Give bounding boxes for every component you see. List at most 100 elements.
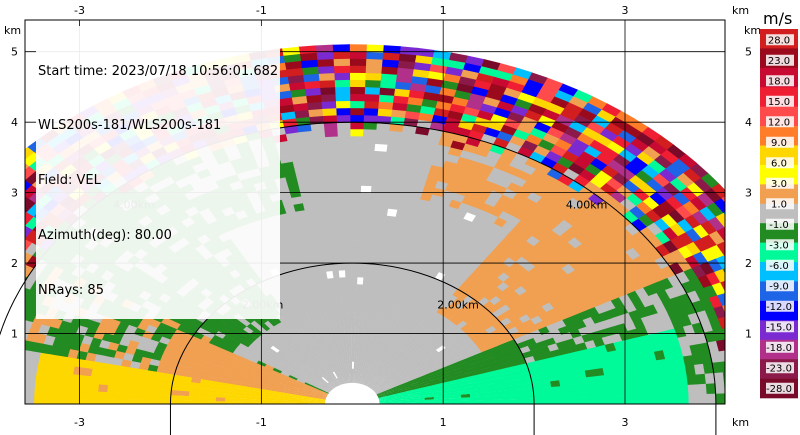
data-bin xyxy=(460,390,471,395)
data-bin xyxy=(85,352,97,362)
data-bin xyxy=(125,380,137,388)
data-bin xyxy=(355,375,358,384)
data-bin xyxy=(356,283,363,292)
data-bin xyxy=(448,346,459,354)
data-bin xyxy=(557,83,578,97)
data-bin xyxy=(535,162,553,175)
data-bin xyxy=(315,371,323,378)
data-bin xyxy=(0,367,10,378)
data-bin xyxy=(386,391,396,395)
data-bin xyxy=(671,346,684,358)
data-bin xyxy=(730,262,745,277)
data-bin xyxy=(296,355,306,363)
data-bin xyxy=(25,310,37,323)
data-bin xyxy=(458,345,469,353)
data-bin xyxy=(322,385,332,392)
data-bin xyxy=(599,127,619,142)
data-bin xyxy=(623,320,637,331)
data-bin xyxy=(654,230,671,245)
data-bin xyxy=(700,172,719,189)
data-bin xyxy=(293,368,303,375)
data-bin xyxy=(292,314,302,323)
data-bin xyxy=(441,291,453,301)
data-bin xyxy=(562,167,580,181)
data-bin xyxy=(377,359,384,368)
data-bin xyxy=(337,305,343,313)
data-bin xyxy=(624,142,643,157)
data-bin xyxy=(358,376,362,384)
data-bin xyxy=(429,194,443,204)
data-bin xyxy=(368,372,375,380)
data-bin xyxy=(658,200,676,214)
data-bin xyxy=(543,218,559,231)
data-bin xyxy=(301,352,310,360)
data-bin xyxy=(303,383,313,389)
data-bin xyxy=(7,387,17,397)
data-bin xyxy=(531,96,551,109)
data-bin xyxy=(689,196,707,211)
data-bin xyxy=(668,261,684,275)
data-bin xyxy=(0,176,1,191)
data-bin xyxy=(251,368,262,375)
data-bin xyxy=(351,276,358,285)
data-bin xyxy=(395,390,405,394)
data-bin xyxy=(450,305,462,315)
data-bin xyxy=(427,292,438,302)
data-bin xyxy=(359,340,364,349)
data-bin xyxy=(479,396,489,401)
data-bin xyxy=(293,253,303,263)
data-bin xyxy=(54,364,66,374)
data-bin xyxy=(461,397,471,401)
data-bin xyxy=(335,319,341,328)
data-bin xyxy=(346,298,352,306)
data-bin xyxy=(2,204,19,219)
data-bin xyxy=(514,389,525,395)
data-bin xyxy=(404,389,415,394)
data-bin xyxy=(626,290,641,302)
data-bin xyxy=(142,399,153,404)
data-bin xyxy=(724,338,725,341)
data-bin xyxy=(200,374,212,381)
data-bin xyxy=(320,360,327,368)
data-bin xyxy=(400,356,410,364)
data-bin xyxy=(415,401,426,404)
data-bin xyxy=(560,385,571,393)
data-bin xyxy=(147,339,160,348)
data-bin xyxy=(653,349,666,361)
data-bin xyxy=(522,318,535,328)
data-bin xyxy=(343,248,352,257)
data-bin xyxy=(421,236,433,246)
data-bin xyxy=(111,357,123,367)
data-bin xyxy=(516,122,535,134)
data-bin xyxy=(374,299,382,308)
data-bin xyxy=(387,324,395,333)
data-bin xyxy=(307,358,315,366)
data-bin xyxy=(242,395,253,400)
data-bin xyxy=(515,398,526,404)
data-bin xyxy=(170,400,180,404)
data-bin xyxy=(361,369,366,377)
data-bin xyxy=(489,364,501,372)
data-bin xyxy=(273,323,283,332)
data-bin xyxy=(381,353,388,361)
plot-frame xyxy=(24,19,726,405)
data-bin xyxy=(360,369,364,377)
data-bin xyxy=(366,363,372,371)
data-bin xyxy=(730,325,743,338)
data-bin xyxy=(208,338,220,347)
data-bin xyxy=(446,376,458,382)
data-bin xyxy=(246,323,257,332)
data-bin xyxy=(328,284,336,293)
data-bin xyxy=(433,151,448,161)
data-bin xyxy=(528,151,546,163)
data-bin xyxy=(745,271,760,286)
data-bin xyxy=(380,381,389,387)
data-bin xyxy=(358,369,363,377)
data-bin xyxy=(570,397,580,404)
data-bin xyxy=(649,191,667,206)
data-bin xyxy=(617,129,637,144)
data-bin xyxy=(624,259,640,272)
data-bin xyxy=(43,335,56,346)
data-bin xyxy=(258,357,269,365)
data-bin xyxy=(257,345,268,353)
